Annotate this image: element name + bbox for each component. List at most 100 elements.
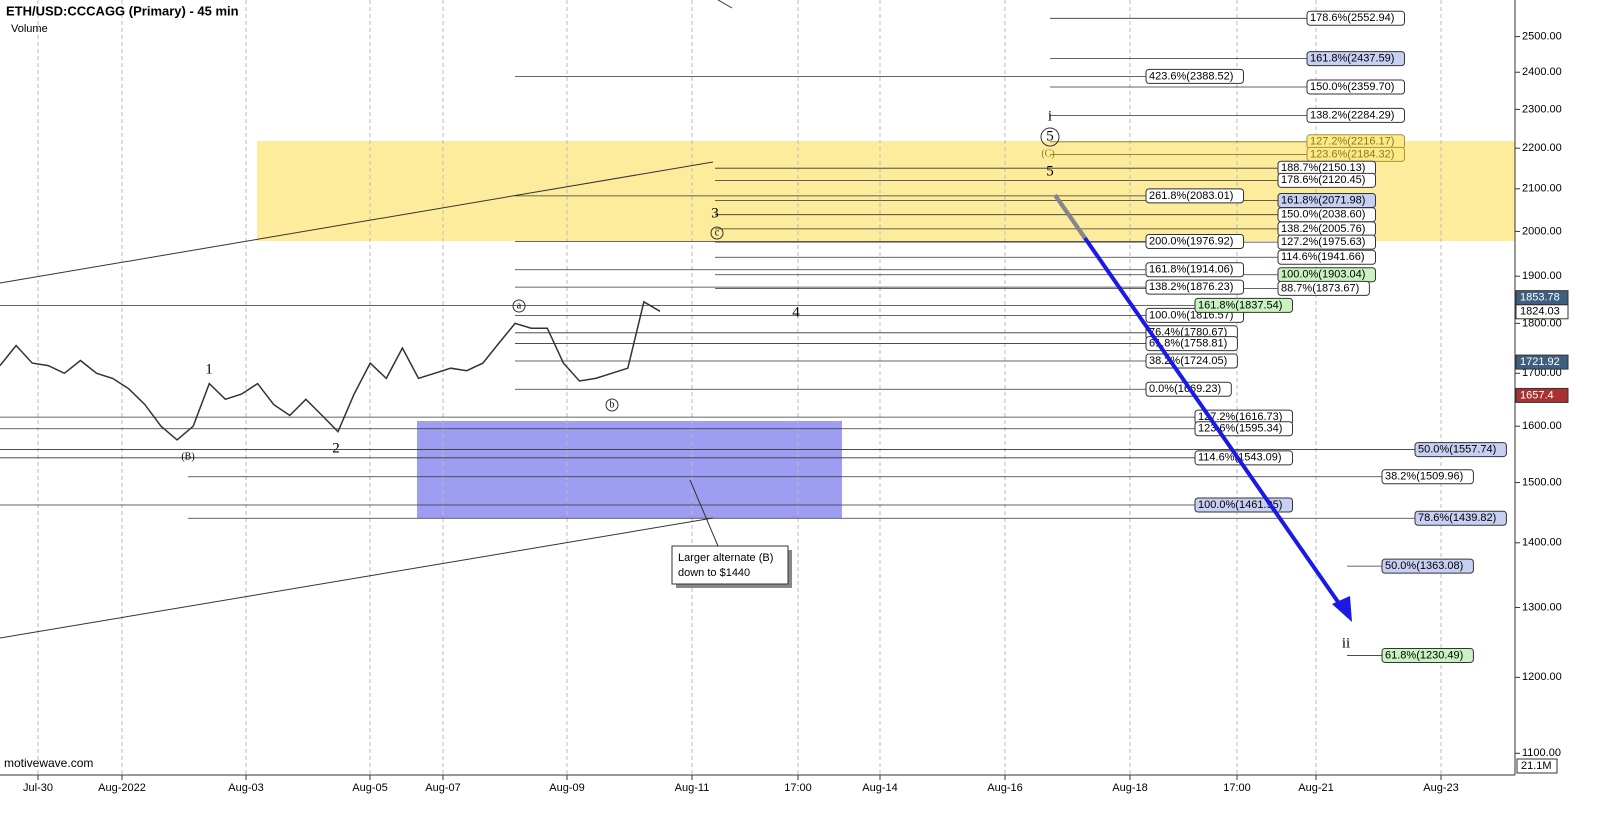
fib-label-box	[1145, 234, 1244, 250]
x-tick-label: Aug-2022	[98, 782, 146, 794]
fib-label-box	[1145, 279, 1244, 295]
fib-label: 61.8%(1230.49)	[1385, 649, 1463, 661]
y-tick-label: 2500.00	[1522, 30, 1562, 42]
y-tick-label: 2400.00	[1522, 66, 1562, 78]
fib-label: 76.4%(1780.67)	[1149, 327, 1227, 339]
fib-label: 38.2%(1724.05)	[1149, 355, 1227, 367]
wave-label: ii	[1342, 635, 1350, 651]
wave-circle	[710, 226, 724, 240]
x-tick-label: Aug-07	[425, 782, 460, 794]
wave-label: (B)	[181, 451, 194, 462]
fib-label-box	[1277, 234, 1376, 250]
fib-label-box	[1145, 68, 1244, 84]
fib-label: 150.0%(2038.60)	[1281, 209, 1365, 221]
y-tick-label: 1800.00	[1522, 317, 1562, 329]
price-tag: 1721.92	[1520, 356, 1560, 368]
annotation-box	[671, 545, 789, 585]
y-tick-label: 2000.00	[1522, 225, 1562, 237]
subtitle: Volume	[11, 23, 48, 35]
fib-label-box	[1277, 249, 1376, 265]
fib-label: 138.2%(2005.76)	[1281, 223, 1365, 235]
projection-arrow	[1053, 193, 1347, 614]
fib-label-box	[1145, 188, 1244, 204]
x-tick-label: Jul-30	[23, 782, 53, 794]
fib-label-box	[1306, 10, 1405, 26]
wave-label: 5	[1046, 128, 1054, 144]
annotation: down to $1440	[678, 567, 750, 579]
fib-label: 261.8%(2083.01)	[1149, 190, 1233, 202]
wave-label: b	[610, 399, 615, 410]
fib-label: 161.8%(1914.06)	[1149, 264, 1233, 276]
fib-label-box	[1381, 469, 1474, 485]
price-line	[0, 300, 661, 441]
fib-label: 50.0%(1363.08)	[1385, 560, 1463, 572]
watermark: motivewave.com	[4, 756, 93, 770]
y-tick-label: 1300.00	[1522, 601, 1562, 613]
y-tick-label: 1200.00	[1522, 671, 1562, 683]
price-tag-box	[1515, 304, 1569, 320]
y-tick-label: 2300.00	[1522, 103, 1562, 115]
fib-label-box	[1277, 280, 1370, 296]
fib-label-box	[1194, 297, 1293, 313]
fib-label: 123.6%(2184.32)	[1310, 148, 1394, 160]
fib-label: 150.0%(2359.70)	[1310, 81, 1394, 93]
fib-label-box	[1145, 336, 1238, 352]
fib-label: 88.7%(1873.67)	[1281, 282, 1359, 294]
wave-circle	[1040, 127, 1060, 147]
fib-label-box	[1145, 262, 1244, 278]
blue-zone	[417, 421, 842, 518]
x-tick-label: Aug-18	[1112, 782, 1147, 794]
price-tag: 1824.03	[1520, 306, 1560, 318]
wave-circle	[512, 299, 526, 313]
annotation-pointer	[689, 479, 719, 547]
x-tick-label: Aug-09	[549, 782, 584, 794]
fib-label: 423.6%(2388.52)	[1149, 70, 1233, 82]
price-tag: 1853.78	[1520, 292, 1560, 304]
wave-label: c	[715, 227, 720, 238]
y-tick-label: 1100.00	[1522, 747, 1561, 759]
wave-label: 4	[792, 304, 800, 320]
levels: 178.6%(2552.94) 161.8%(2437.59) 150.0%(235…	[0, 10, 1507, 663]
wave-circle	[605, 398, 619, 412]
volume-tag: 21.1M	[1521, 760, 1552, 772]
x-tick-label: Aug-14	[862, 782, 897, 794]
x-tick-label: Aug-11	[675, 782, 710, 794]
fib-label: 188.7%(2150.13)	[1281, 162, 1365, 174]
fib-label: 161.8%(1837.54)	[1198, 299, 1282, 311]
y-axis-panel	[1515, 0, 1606, 813]
wave-label: 1	[205, 361, 213, 377]
fib-label: 78.6%(1439.82)	[1418, 512, 1496, 524]
fib-label-box	[1381, 647, 1474, 663]
wave-label: 3	[711, 205, 719, 221]
fib-label-box	[1381, 558, 1474, 574]
fib-label: 50.0%(1557.74)	[1418, 443, 1496, 455]
x-tick-label: Aug-03	[228, 782, 263, 794]
volume-tag-box	[1516, 758, 1558, 774]
fib-label: 127.2%(2216.17)	[1310, 136, 1394, 148]
x-tick-label: 17:00	[784, 782, 812, 794]
price	[0, 300, 661, 441]
fib-label-box	[1277, 172, 1376, 188]
wave-label: 2	[332, 440, 340, 456]
x-tick-label: Aug-21	[1298, 782, 1333, 794]
wave-label: a	[517, 300, 522, 311]
trend-line	[0, 517, 714, 639]
wave-label: i	[1048, 108, 1052, 124]
fib-label: 138.2%(1876.23)	[1149, 281, 1233, 293]
fib-label: 100.0%(1461.95)	[1198, 499, 1282, 511]
fib-label-box	[1306, 107, 1405, 123]
fib-label: 127.2%(1975.63)	[1281, 236, 1365, 248]
x-tick-label: 17:00	[1223, 782, 1251, 794]
price-tag-box	[1515, 387, 1569, 403]
title: ETH/USD:CCCAGG (Primary) - 45 min	[6, 3, 239, 18]
fib-label: 114.6%(1941.66)	[1281, 251, 1365, 263]
fib-label: 61.8%(1758.81)	[1149, 337, 1227, 349]
fib-label: 161.8%(2071.98)	[1281, 194, 1365, 206]
y-tick-label: 1400.00	[1522, 537, 1562, 549]
fib-label: 38.2%(1509.96)	[1385, 471, 1463, 483]
grid	[37, 0, 1442, 775]
fib-label-box	[1414, 442, 1507, 458]
fib-label: 138.2%(2284.29)	[1310, 109, 1394, 121]
fib-label: 0.0%(1669.23)	[1149, 383, 1221, 395]
